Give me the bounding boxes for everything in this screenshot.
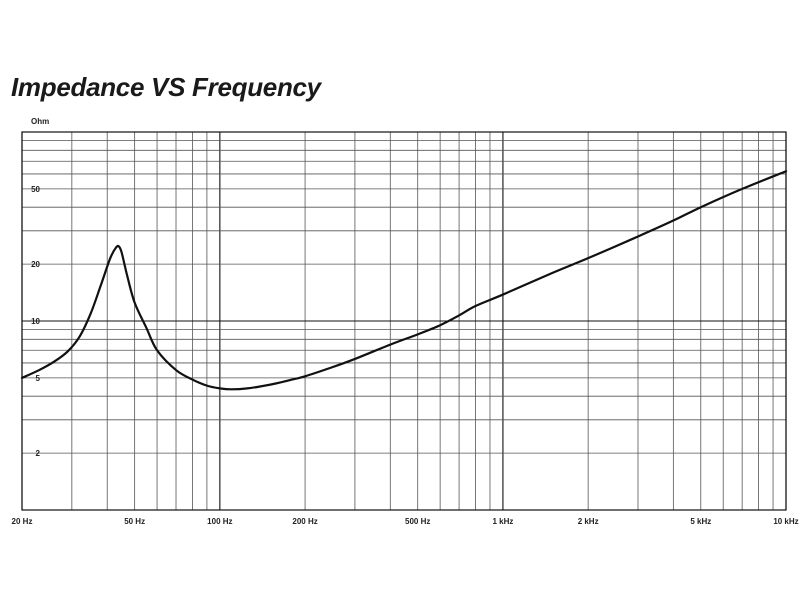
x-tick-label: 10 kHz <box>773 517 798 526</box>
x-tick-label: 20 Hz <box>12 517 33 526</box>
x-tick-label: 5 kHz <box>690 517 711 526</box>
tick-labels: 20 Hz 50 Hz 100 Hz 200 Hz 500 Hz 1 kHz 2 kHz 5 … <box>12 185 799 526</box>
y-tick-label: 2 <box>36 449 41 458</box>
x-tick-label: 500 Hz <box>405 517 430 526</box>
y-tick-label: 50 <box>31 185 40 194</box>
x-tick-label: 1 kHz <box>492 517 513 526</box>
y-tick-label: 5 <box>36 374 41 383</box>
x-tick-label: 50 Hz <box>124 517 145 526</box>
chart-title: Impedance VS Frequency <box>11 72 321 102</box>
y-tick-label: 10 <box>31 317 40 326</box>
chart-grid <box>21 131 787 511</box>
y-axis-unit-label: Ohm <box>31 117 49 126</box>
y-tick-label: 20 <box>31 260 40 269</box>
x-tick-label: 100 Hz <box>207 517 232 526</box>
plot-frame <box>21 131 787 511</box>
x-tick-label: 2 kHz <box>578 517 599 526</box>
series-group <box>20 170 788 391</box>
impedance-curve <box>20 170 788 391</box>
x-tick-label: 200 Hz <box>292 517 317 526</box>
